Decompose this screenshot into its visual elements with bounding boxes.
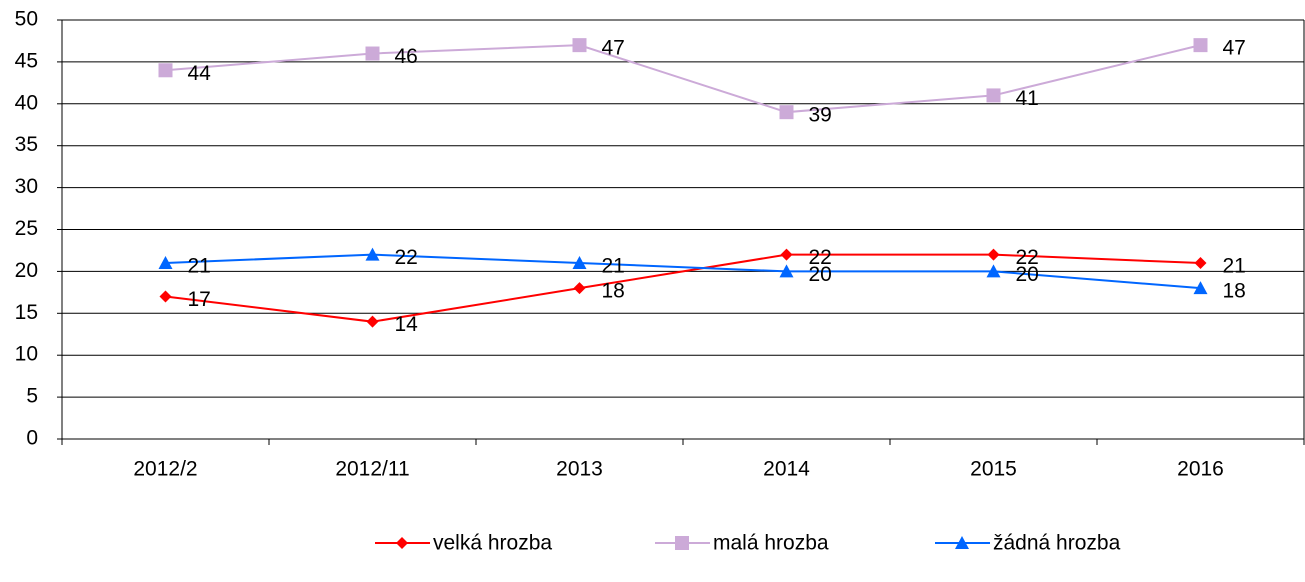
data-label: 21 xyxy=(188,255,211,278)
y-tick-label: 0 xyxy=(26,427,38,450)
series-line xyxy=(165,253,1201,323)
marker xyxy=(573,282,586,295)
marker xyxy=(365,46,380,61)
y-tick-label: 20 xyxy=(15,259,38,282)
legend-label: velká hrozba xyxy=(433,532,552,555)
x-tick-label: 2014 xyxy=(763,458,810,481)
x-tick-label: 2016 xyxy=(1177,458,1224,481)
y-tick-label: 30 xyxy=(15,175,38,198)
data-label: 22 xyxy=(395,246,418,269)
y-tick-label: 5 xyxy=(26,385,38,408)
data-label: 21 xyxy=(602,255,625,278)
marker xyxy=(1194,257,1207,270)
y-tick-label: 15 xyxy=(15,301,38,324)
data-label: 21 xyxy=(1223,255,1246,278)
x-tick-label: 2012/2 xyxy=(133,458,197,481)
y-tick-label: 50 xyxy=(15,8,38,31)
data-label: 47 xyxy=(602,37,625,60)
legend-label: malá hrozba xyxy=(713,532,829,555)
marker xyxy=(986,88,1001,103)
marker xyxy=(779,105,794,120)
marker xyxy=(159,290,172,303)
marker xyxy=(158,63,173,78)
data-label: 41 xyxy=(1016,87,1039,110)
marker xyxy=(396,537,408,549)
series-line xyxy=(165,44,1201,114)
marker xyxy=(675,536,689,550)
y-tick-label: 45 xyxy=(15,49,38,72)
y-tick-label: 10 xyxy=(15,343,38,366)
marker xyxy=(366,315,379,328)
data-label: 20 xyxy=(1016,263,1039,286)
data-label: 46 xyxy=(395,45,418,68)
legend-label: žádná hrozba xyxy=(993,532,1121,555)
marker xyxy=(986,264,1001,278)
marker xyxy=(1193,38,1208,53)
x-tick-label: 2012/11 xyxy=(335,458,409,481)
marker xyxy=(572,256,587,270)
series-line xyxy=(165,253,1201,290)
y-tick-label: 40 xyxy=(15,91,38,114)
data-label: 22 xyxy=(1016,246,1039,269)
data-label: 14 xyxy=(395,313,419,336)
y-tick-label: 25 xyxy=(15,217,38,240)
data-label: 47 xyxy=(1223,37,1246,60)
marker xyxy=(780,248,793,261)
data-label: 20 xyxy=(809,263,832,286)
marker xyxy=(1193,281,1208,295)
x-tick-label: 2013 xyxy=(556,458,603,481)
y-tick-label: 35 xyxy=(15,133,38,156)
data-label: 44 xyxy=(188,62,212,85)
marker xyxy=(987,248,1000,261)
data-label: 18 xyxy=(1223,280,1246,303)
marker xyxy=(158,256,173,270)
marker xyxy=(572,38,587,53)
marker xyxy=(779,264,794,278)
data-label: 39 xyxy=(809,104,832,127)
data-label: 22 xyxy=(809,246,832,269)
marker xyxy=(955,536,969,549)
data-label: 17 xyxy=(188,288,211,311)
marker xyxy=(365,247,380,261)
x-tick-label: 2015 xyxy=(970,458,1017,481)
data-label: 18 xyxy=(602,280,625,303)
